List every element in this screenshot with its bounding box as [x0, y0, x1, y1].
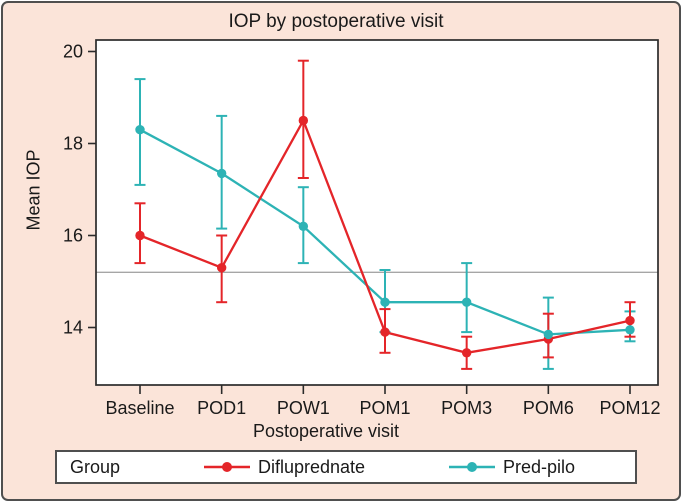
- difluprednate-line-dot-icon: [203, 462, 250, 472]
- svg-text:Baseline: Baseline: [105, 398, 174, 418]
- svg-text:16: 16: [63, 226, 83, 246]
- svg-text:POM1: POM1: [359, 398, 410, 418]
- legend: Group Difluprednate Pred-pilo: [55, 450, 637, 484]
- y-axis-label: Mean IOP: [23, 149, 44, 231]
- x-axis-label: Postoperative visit: [252, 421, 400, 441]
- x-axis-ticks: Baseline POD1 POW1 POM1 POM3 POM6 POM12: [105, 385, 661, 418]
- legend-group-label: Group: [70, 456, 121, 477]
- y-axis-ticks: 14 16 18 20: [63, 42, 96, 338]
- svg-text:POD1: POD1: [197, 398, 246, 418]
- svg-text:POM12: POM12: [599, 398, 660, 418]
- plot-border: [95, 39, 659, 386]
- legend-item-difluprednate: Difluprednate: [203, 456, 366, 478]
- series-markers-pred-pilo: [135, 125, 635, 340]
- svg-text:14: 14: [63, 318, 83, 338]
- svg-text:POW1: POW1: [277, 398, 330, 418]
- plot-background: [96, 40, 658, 385]
- legend-label-difluprednate: Difluprednate: [257, 456, 366, 477]
- pred-pilo-line-dot-icon: [448, 462, 495, 472]
- legend-label-pred-pilo: Pred-pilo: [502, 456, 575, 477]
- svg-text:20: 20: [63, 42, 83, 62]
- chart-title: IOP by postoperative visit: [228, 11, 444, 32]
- legend-item-pred-pilo: Pred-pilo: [448, 456, 575, 478]
- svg-text:18: 18: [63, 134, 83, 154]
- svg-text:POM6: POM6: [523, 398, 574, 418]
- svg-text:POM3: POM3: [441, 398, 492, 418]
